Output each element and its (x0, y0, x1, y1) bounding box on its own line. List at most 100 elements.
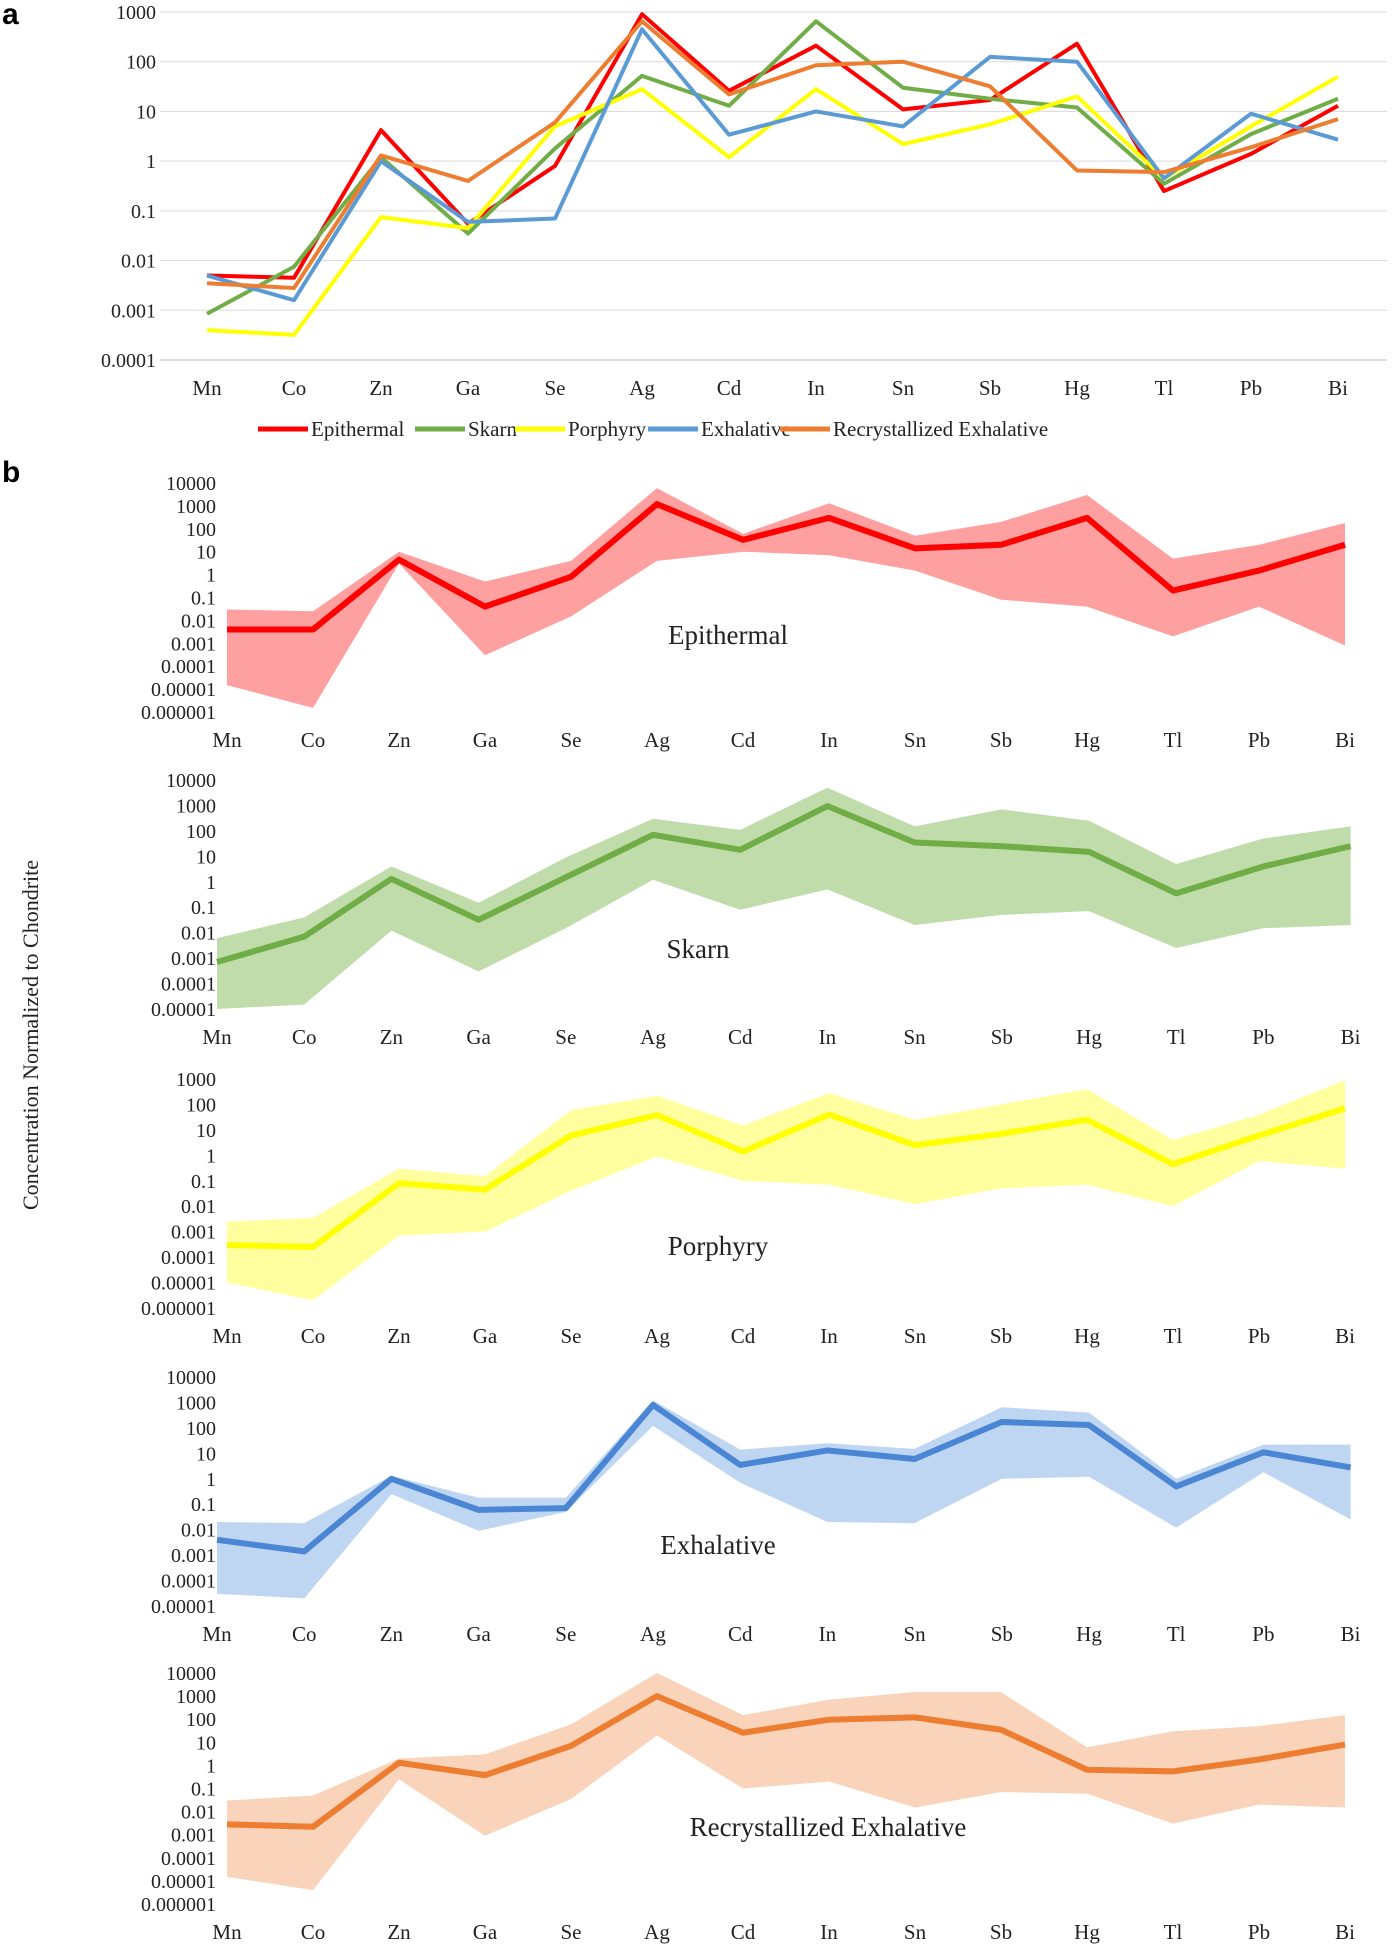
x-tick-label: Ga (466, 1622, 491, 1646)
x-tick-label: Co (301, 728, 326, 752)
x-tick-label: Hg (1076, 1025, 1102, 1049)
chart-title: Epithermal (668, 620, 788, 650)
x-tick-label: Ag (644, 1920, 670, 1944)
legend-label: Exhalative (701, 417, 791, 441)
x-tick-label: Zn (387, 1324, 411, 1348)
legend-label: Epithermal (311, 417, 404, 441)
x-tick-label: Cd (717, 376, 742, 400)
x-tick-label: Se (561, 1324, 582, 1348)
x-tick-label: Sn (904, 1025, 927, 1049)
y-tick-label: 1000 (176, 795, 216, 817)
x-tick-label: Se (561, 728, 582, 752)
x-tick-label: In (820, 1324, 838, 1348)
y-tick-label: 1 (206, 872, 216, 894)
x-tick-label: Sb (991, 1622, 1013, 1646)
y-tick-label: 0.001 (171, 1825, 216, 1847)
series-line-recrystallized-exhalative (206, 19, 1339, 291)
median-line (226, 1693, 1346, 1830)
y-tick-label: 0.1 (191, 588, 216, 610)
x-tick-label: Zn (387, 728, 411, 752)
y-tick-label: 10 (196, 846, 216, 868)
y-tick-label: 0.0001 (161, 1571, 216, 1593)
x-tick-label: Bi (1341, 1622, 1361, 1646)
panel-label-b: b (2, 456, 20, 489)
y-tick-label: 0.01 (181, 1802, 216, 1824)
y-tick-label: 0.01 (121, 251, 156, 273)
y-tick-label: 0.1 (191, 1779, 216, 1801)
median-line (226, 1105, 1346, 1250)
x-tick-label: Se (555, 1622, 576, 1646)
x-tick-label: Cd (728, 1622, 753, 1646)
x-tick-label: Cd (728, 1025, 753, 1049)
y-tick-label: 0.0001 (161, 974, 216, 996)
median-line (216, 803, 1352, 965)
chart-title: Porphyry (668, 1231, 769, 1261)
x-tick-label: Sn (904, 1324, 927, 1348)
x-tick-label: In (819, 1025, 837, 1049)
x-tick-label: Se (545, 376, 566, 400)
x-tick-label: Se (555, 1025, 576, 1049)
y-tick-label: 0.0001 (101, 350, 156, 372)
range-band (217, 787, 1351, 1009)
x-tick-label: Mn (202, 1025, 232, 1049)
x-tick-label: Mn (212, 728, 242, 752)
y-tick-label: 0.00001 (151, 1273, 216, 1295)
y-tick-label: 10 (136, 101, 156, 123)
y-tick-label: 1000 (176, 1686, 216, 1708)
y-tick-label: 0.00001 (151, 1596, 216, 1618)
x-tick-label: Cd (731, 1324, 756, 1348)
y-tick-label: 0.000001 (141, 702, 216, 724)
y-tick-label: 0.0001 (161, 656, 216, 678)
x-tick-label: Sb (990, 1920, 1012, 1944)
y-tick-label: 10 (196, 1732, 216, 1754)
y-tick-label: 0.00001 (151, 999, 216, 1021)
chart-a-all-deposits: 0.0001 0.001 0.01 0.1 1 10 100 1000 Mn Co Zn Ga Se Ag… (101, 2, 1387, 441)
x-tick-label: Tl (1167, 1622, 1186, 1646)
range-band (227, 1673, 1345, 1891)
x-tick-label: Cd (731, 728, 756, 752)
x-tick-label: Pb (1252, 1622, 1274, 1646)
y-tick-label: 100 (186, 1709, 216, 1731)
y-tick-label: 0.01 (181, 1520, 216, 1542)
chart-b-skarn: 0.00001 0.0001 0.001 0.01 0.1 1 10 100 1000 10000… (151, 770, 1361, 1049)
x-tick-label: Zn (380, 1025, 404, 1049)
x-tick-label: Ga (473, 1324, 498, 1348)
y-tick-label: 10000 (166, 770, 216, 792)
chart-b-exhalative: 0.00001 0.0001 0.001 0.01 0.1 1 10 100 1000 10000… (151, 1367, 1361, 1646)
x-tick-label: Bi (1335, 1920, 1355, 1944)
legend-label: Skarn (468, 417, 517, 441)
x-tick-label: Tl (1164, 1920, 1183, 1944)
y-tick-label: 10000 (166, 1367, 216, 1389)
x-tick-label: Ga (466, 1025, 491, 1049)
y-tick-label: 0.01 (181, 923, 216, 945)
x-tick-label: Tl (1164, 728, 1183, 752)
median-line (227, 501, 1346, 633)
y-tick-label: 1000 (116, 2, 156, 24)
x-tick-label: Ag (644, 1324, 670, 1348)
x-tick-label: Sb (990, 728, 1012, 752)
y-tick-label: 0.001 (171, 1222, 216, 1244)
range-band (217, 1400, 1351, 1599)
x-tick-label: Bi (1335, 1324, 1355, 1348)
y-tick-label: 1 (206, 1469, 216, 1491)
x-tick-label: Se (561, 1920, 582, 1944)
chart-b-epithermal: 0.0000010.000010.00010.0010.010.11101001… (141, 473, 1355, 752)
y-tick-label: 0.00001 (151, 1871, 216, 1893)
x-tick-label: Co (301, 1324, 326, 1348)
y-tick-label: 1 (206, 1145, 216, 1167)
x-tick-label: Sb (991, 1025, 1013, 1049)
x-tick-label: Hg (1074, 1324, 1100, 1348)
y-tick-label: 0.1 (131, 201, 156, 223)
x-tick-label: Co (282, 376, 307, 400)
y-tick-label: 100 (186, 1418, 216, 1440)
x-tick-label: Sn (904, 728, 927, 752)
x-tick-label: Tl (1164, 1324, 1183, 1348)
x-tick-label: Co (301, 1920, 326, 1944)
x-tick-label: Ag (629, 376, 655, 400)
chart-title: Exhalative (660, 1530, 775, 1560)
x-tick-label: Pb (1248, 1324, 1270, 1348)
x-tick-label: Sn (904, 1920, 927, 1944)
y-tick-label: 1 (206, 1755, 216, 1777)
y-tick-label: 0.001 (111, 300, 156, 322)
legend-label: Porphyry (568, 417, 647, 441)
